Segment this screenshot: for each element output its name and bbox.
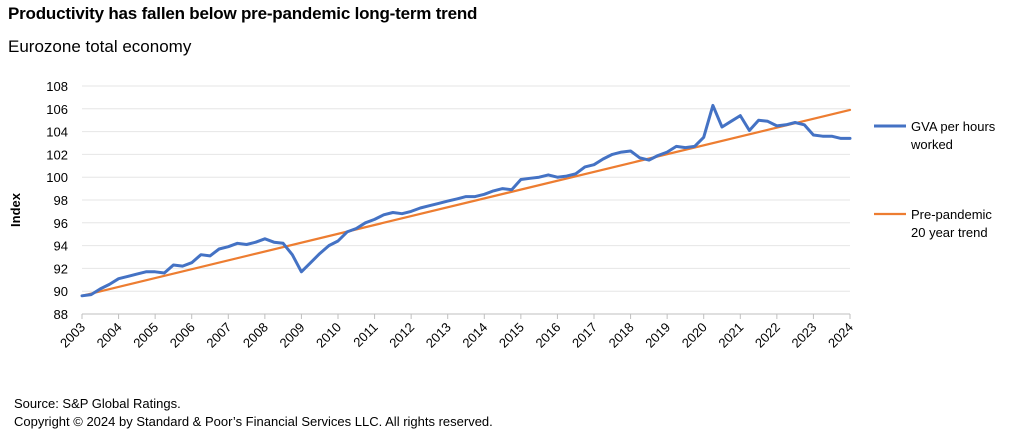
chart-title: Productivity has fallen below pre-pandem… (8, 4, 478, 23)
x-tick-label: 2017 (569, 320, 600, 351)
copyright-note: Copyright © 2024 by Standard & Poor’s Fi… (14, 414, 493, 429)
y-axis-label: Index (8, 192, 23, 227)
x-tick-label: 2007 (203, 320, 234, 351)
series-line-1 (80, 108, 852, 297)
x-tick-label: 2014 (459, 320, 490, 351)
y-tick-label: 88 (54, 307, 68, 322)
x-tick-label: 2011 (350, 320, 380, 350)
x-tick-label: 2015 (496, 320, 527, 351)
series-line-0 (80, 103, 852, 298)
source-note: Source: S&P Global Ratings. (14, 396, 181, 411)
y-tick-label: 102 (46, 147, 68, 162)
x-tick-label: 2019 (642, 320, 673, 351)
x-tick-label: 2013 (423, 320, 454, 351)
chart-subtitle: Eurozone total economy (8, 37, 192, 56)
y-tick-label: 104 (46, 125, 68, 140)
x-tick-label: 2010 (313, 320, 344, 351)
x-tick-label: 2021 (715, 320, 746, 351)
y-tick-label: 98 (54, 193, 68, 208)
x-tick-label: 2009 (276, 320, 307, 351)
y-tick-label: 90 (54, 284, 68, 299)
y-tick-label: 100 (46, 170, 68, 185)
x-tick-label: 2006 (167, 320, 198, 351)
x-tick-label: 2024 (825, 320, 856, 351)
x-tick-label: 2022 (752, 320, 783, 351)
y-tick-label: 92 (54, 261, 68, 276)
legend-label: GVA per hours (911, 119, 996, 134)
x-tick-label: 2023 (788, 320, 819, 351)
x-tick-label: 2012 (386, 320, 417, 351)
x-tick-label: 2005 (130, 320, 161, 351)
y-tick-label: 108 (46, 79, 68, 94)
x-axis-ticks: 2003 2004 2005 2006 2007 2008 2009 2010 2011 2012… (57, 314, 856, 351)
legend-label: worked (910, 137, 953, 152)
legend-label: Pre-pandemic (911, 207, 992, 222)
x-tick-label: 2008 (240, 320, 271, 351)
y-axis-ticks: 88 90 92 94 96 98 100 102 104 106 108 (46, 79, 68, 322)
y-tick-label: 106 (46, 102, 68, 117)
x-tick-label: 2020 (679, 320, 710, 351)
x-tick-label: 2003 (57, 320, 88, 351)
series-lines (80, 103, 852, 298)
x-tick-label: 2004 (94, 320, 125, 351)
legend-label: 20 year trend (911, 225, 988, 240)
legend: GVA per hours worked Pre-pandemic 20 year t… (874, 119, 996, 240)
x-tick-label: 2016 (532, 320, 563, 351)
y-tick-label: 94 (54, 239, 68, 254)
gridlines (82, 85, 850, 315)
x-tick-label: 2018 (606, 320, 637, 351)
y-tick-label: 96 (54, 216, 68, 231)
